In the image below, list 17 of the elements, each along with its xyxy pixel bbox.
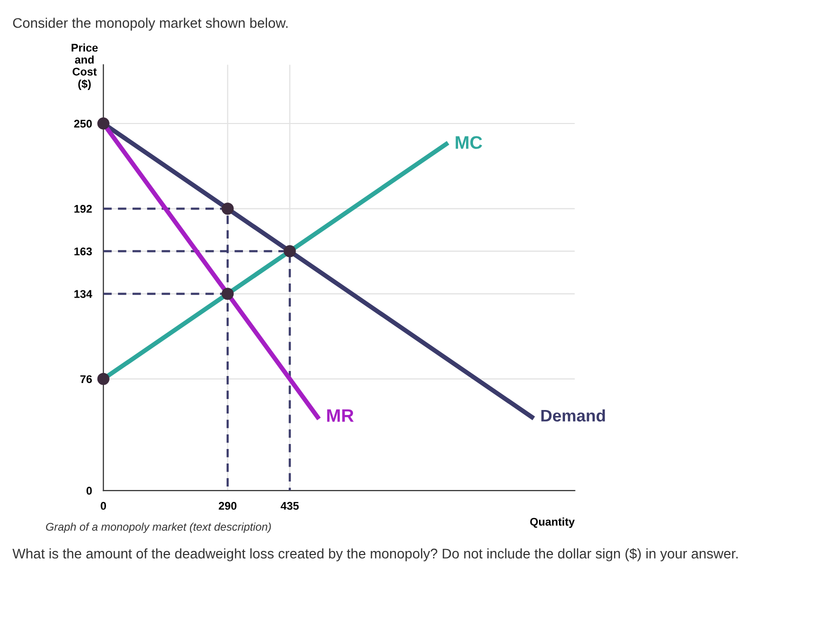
x-tick-label: 0 (100, 502, 106, 510)
y-tick-label: 0 (86, 486, 92, 495)
y-axis-title: Price and Cost ($) (72, 44, 98, 90)
text: Graph of a monopoly market (text description) (46, 522, 271, 533)
y-tick-label: 192 (74, 204, 92, 213)
x-tick-label: 290 (218, 502, 236, 510)
y-tick-label: 76 (80, 375, 92, 384)
y-tick-label: 250 (74, 120, 92, 128)
y-tick-label: 134 (74, 290, 92, 298)
series-label: MC (456, 136, 482, 149)
series-label: MR (327, 409, 354, 422)
y-tick-label: 163 (74, 247, 92, 256)
x-axis-title: Quantity (530, 518, 575, 528)
chart-title: Consider the monopoly market shown below. (13, 18, 288, 31)
series-label: Demand (541, 409, 605, 422)
x-tick-label: 435 (280, 502, 299, 510)
text: What is the amount of the deadweight loss created by the monopoly? Do not include the dollar sign ($) in your answer. (12, 548, 738, 562)
